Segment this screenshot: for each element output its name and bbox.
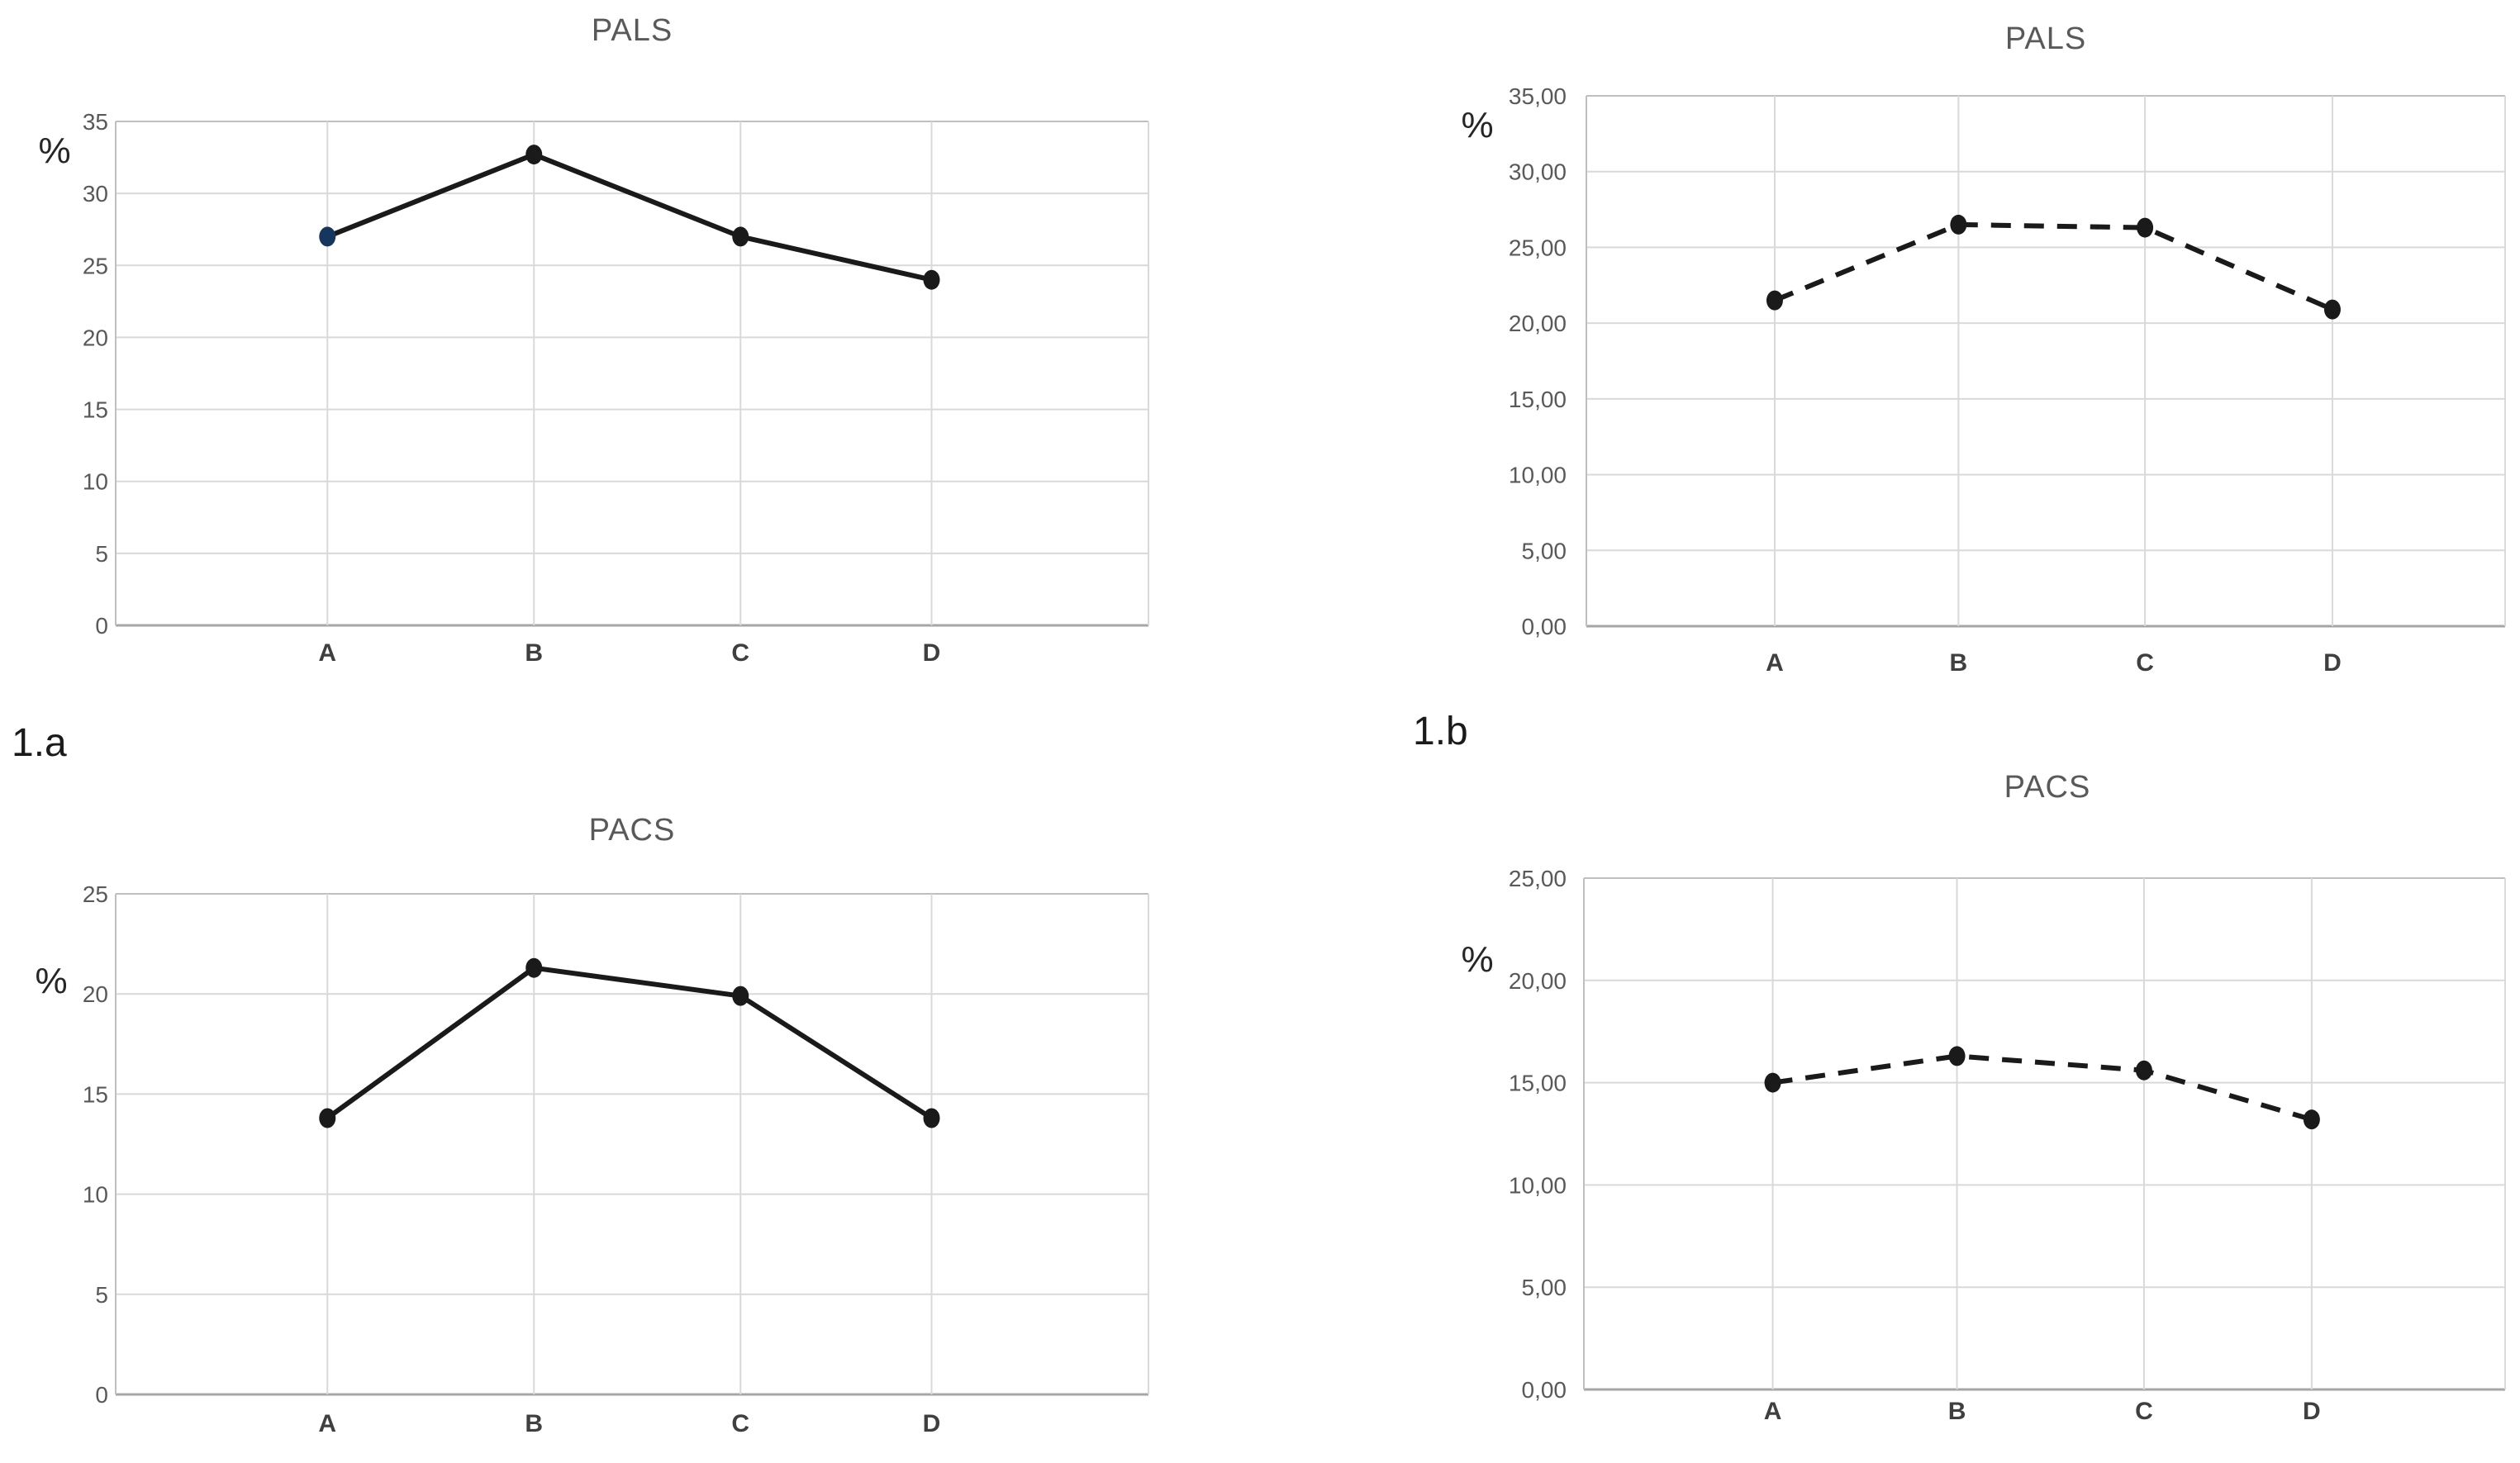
y-tick-label: 5 <box>95 541 108 567</box>
y-tick-label: 35,00 <box>1509 83 1567 109</box>
data-line <box>1773 221 2334 312</box>
x-category-label: B <box>1950 649 1968 677</box>
y-axis-unit-label: % <box>1461 939 1494 980</box>
data-point-marker <box>1764 1072 1781 1093</box>
x-category-label: B <box>1948 1398 1966 1425</box>
y-tick-label: 15 <box>83 1081 108 1107</box>
y-tick-label: 15,00 <box>1509 1071 1567 1096</box>
x-category-label: A <box>318 639 336 667</box>
data-point-marker <box>1948 1046 1966 1066</box>
panel-label-1a: 1.a <box>12 721 67 765</box>
chart-title-pacs-solid: PACS <box>588 813 676 848</box>
chart-title-pals-dashed: PALS <box>2004 21 2087 56</box>
data-point-marker <box>923 269 940 290</box>
y-tick-label: 10,00 <box>1509 463 1567 488</box>
y-tick-label: 0,00 <box>1522 614 1567 639</box>
x-category-label: A <box>1764 1398 1782 1425</box>
chart-title-pals-solid: PALS <box>591 13 673 48</box>
data-point-marker <box>732 986 749 1006</box>
plot-area-pals-dashed: 0,00 5,00 10,00 15,00 20,00 25,00 30,00 35,00 A B… <box>1509 83 2506 677</box>
y-tick-label: 0 <box>95 613 108 639</box>
y-tick-label: 10,00 <box>1509 1172 1567 1198</box>
x-category-label: C <box>731 1410 749 1437</box>
y-tick-label: 25,00 <box>1509 866 1567 891</box>
x-category-label: C <box>2135 1398 2153 1425</box>
y-tick-label: 5 <box>95 1282 108 1308</box>
data-point-marker <box>732 226 749 247</box>
y-tick-label: 30 <box>83 181 108 207</box>
y-tick-label: 10 <box>83 1182 108 1208</box>
y-tick-label: 0,00 <box>1522 1377 1567 1403</box>
data-point-marker <box>923 1108 940 1128</box>
data-point-marker <box>2135 1060 2152 1081</box>
x-category-label: C <box>2136 649 2154 677</box>
plot-area-pacs-dashed: 0,00 5,00 10,00 15,00 20,00 25,00 A B C D <box>1509 866 2506 1425</box>
x-category-label: A <box>318 1410 336 1437</box>
y-axis-unit-label: % <box>35 961 68 1001</box>
data-point-marker <box>2137 217 2154 238</box>
data-point-marker <box>2303 1109 2320 1130</box>
chart-title-pacs-dashed: PACS <box>2004 770 2091 805</box>
y-tick-label: 5,00 <box>1522 538 1567 563</box>
x-category-label: D <box>923 1410 941 1437</box>
data-point-marker <box>525 145 543 165</box>
data-point-marker <box>319 226 336 247</box>
x-category-label: A <box>1766 649 1784 677</box>
y-tick-label: 20 <box>83 981 108 1007</box>
data-line <box>326 152 933 283</box>
y-tick-label: 10 <box>83 469 108 495</box>
y-tick-label: 20,00 <box>1509 311 1567 336</box>
x-category-label: D <box>2303 1398 2321 1425</box>
x-category-label: B <box>525 639 543 667</box>
y-tick-label: 30,00 <box>1509 159 1567 185</box>
data-point-marker <box>1766 290 1783 311</box>
y-tick-label: 25,00 <box>1509 235 1567 260</box>
data-point-marker <box>525 957 543 978</box>
x-category-label: C <box>731 639 749 667</box>
y-axis-unit-label: % <box>38 131 71 171</box>
y-tick-label: 35 <box>83 109 108 135</box>
y-tick-label: 20,00 <box>1509 968 1567 994</box>
data-point-marker <box>2323 299 2341 320</box>
x-category-label: B <box>525 1410 543 1437</box>
y-tick-label: 15,00 <box>1509 387 1567 412</box>
data-point-marker <box>1950 214 1967 235</box>
data-line <box>1772 1053 2313 1123</box>
y-axis-unit-label: % <box>1461 105 1494 145</box>
plot-area-pals-solid: 0 5 10 15 20 25 30 35 A B C D <box>83 109 1149 667</box>
plot-area-pacs-solid: 0 5 10 15 20 25 A B C D <box>83 881 1149 1437</box>
y-tick-label: 15 <box>83 397 108 423</box>
y-tick-label: 25 <box>83 881 108 907</box>
y-tick-label: 20 <box>83 325 108 350</box>
x-category-label: D <box>2323 649 2342 677</box>
data-line <box>326 965 934 1121</box>
y-tick-label: 5,00 <box>1522 1275 1567 1300</box>
data-point-marker <box>319 1108 336 1128</box>
panel-label-1b: 1.b <box>1413 710 1468 753</box>
x-category-label: D <box>923 639 941 667</box>
y-tick-label: 0 <box>95 1382 108 1408</box>
y-tick-label: 25 <box>83 253 108 278</box>
